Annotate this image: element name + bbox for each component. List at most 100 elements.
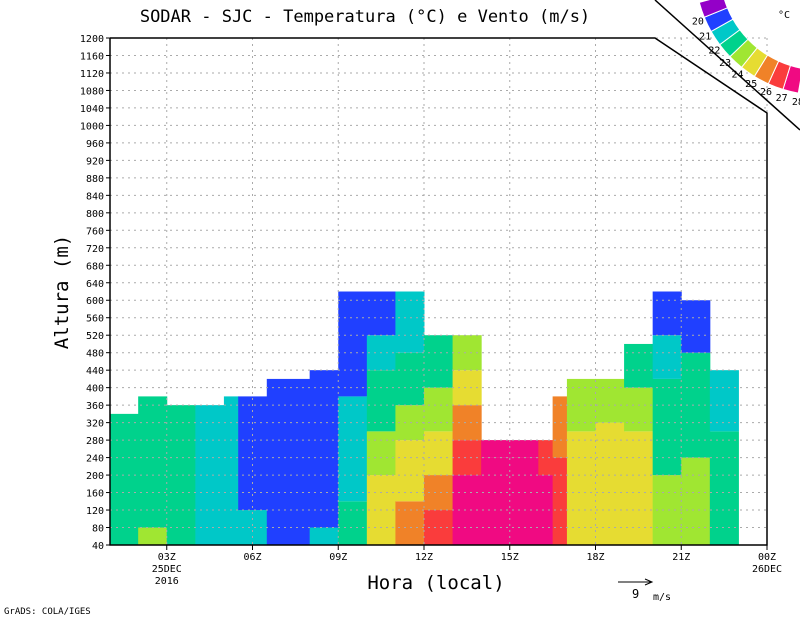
temperature-cell bbox=[624, 343, 654, 388]
x-tick-sublabel: 25DEC bbox=[152, 564, 182, 575]
x-tick-label: 12Z bbox=[415, 552, 433, 563]
y-tick-label: 760 bbox=[86, 226, 104, 237]
temperature-cell bbox=[538, 440, 554, 476]
plot-frame bbox=[109, 37, 768, 546]
y-tick-label: 200 bbox=[86, 471, 104, 482]
y-tick-label: 80 bbox=[92, 524, 104, 535]
temperature-cell bbox=[395, 291, 425, 353]
temperature-cell bbox=[109, 413, 139, 545]
colorbar-label: 26 bbox=[760, 87, 772, 98]
temperature-cell bbox=[309, 370, 339, 528]
temperature-cell bbox=[595, 378, 625, 423]
temperature-cell bbox=[195, 405, 225, 545]
temperature-cell bbox=[395, 440, 425, 502]
y-tick-label: 480 bbox=[86, 349, 104, 360]
colorbar-label: 23 bbox=[719, 58, 731, 69]
temperature-cell bbox=[138, 396, 168, 528]
temperature-cell bbox=[424, 335, 454, 388]
temperature-cell bbox=[338, 291, 368, 397]
vector-legend: 9 m/s bbox=[618, 578, 671, 603]
y-tick-label: 800 bbox=[86, 209, 104, 220]
colorbar-unit: °C bbox=[778, 10, 790, 21]
footer-credit: GrADS: COLA/IGES bbox=[4, 607, 91, 617]
temperature-cell bbox=[481, 440, 539, 458]
y-tick-label: 960 bbox=[86, 139, 104, 150]
chart-title: SODAR - SJC - Temperatura (°C) e Vento (… bbox=[140, 7, 590, 27]
y-tick-label: 1000 bbox=[80, 121, 104, 132]
temperature-cell bbox=[266, 378, 311, 545]
y-tick-label: 320 bbox=[86, 419, 104, 430]
colorbar-label: 22 bbox=[708, 45, 720, 56]
y-tick-label: 840 bbox=[86, 191, 104, 202]
temperature-cell bbox=[424, 431, 454, 476]
y-tick-label: 640 bbox=[86, 279, 104, 290]
temperature-cell bbox=[681, 457, 711, 545]
colorbar-label: 20 bbox=[692, 16, 704, 27]
y-tick-label: 280 bbox=[86, 436, 104, 447]
temperature-cell bbox=[552, 396, 568, 458]
y-tick-label: 120 bbox=[86, 506, 104, 517]
temperature-cell bbox=[595, 422, 625, 545]
y-tick-label: 560 bbox=[86, 314, 104, 325]
y-tick-label: 440 bbox=[86, 366, 104, 377]
y-tick-label: 400 bbox=[86, 384, 104, 395]
y-tick-label: 920 bbox=[86, 156, 104, 167]
colorbar-label: 24 bbox=[732, 70, 744, 81]
colorbar-label: 27 bbox=[776, 93, 788, 104]
y-tick-label: 160 bbox=[86, 489, 104, 500]
y-tick-label: 680 bbox=[86, 261, 104, 272]
temperature-cell bbox=[366, 370, 396, 432]
temperature-cell bbox=[395, 405, 425, 441]
temperature-cell bbox=[652, 335, 682, 379]
y-tick-label: 1040 bbox=[80, 104, 104, 115]
temperature-cell bbox=[338, 501, 368, 545]
colorbar-divider bbox=[654, 0, 800, 131]
colorbar-segment bbox=[698, 0, 729, 18]
y-tick-label: 40 bbox=[92, 541, 104, 552]
y-tick-label: 1080 bbox=[80, 86, 104, 97]
y-axis-label: Altura (m) bbox=[51, 235, 73, 349]
temperature-cell bbox=[366, 431, 396, 476]
y-tick-label: 240 bbox=[86, 454, 104, 465]
temperature-cell bbox=[681, 300, 711, 353]
y-tick-label: 1200 bbox=[80, 34, 104, 45]
temperature-cell bbox=[652, 291, 682, 336]
colorbar-label: 25 bbox=[745, 79, 757, 90]
temperature-cell bbox=[652, 378, 682, 476]
temperature-cell bbox=[552, 457, 568, 545]
y-tick-label: 880 bbox=[86, 174, 104, 185]
temperature-cell bbox=[624, 387, 654, 432]
y-tick-label: 520 bbox=[86, 331, 104, 342]
temperature-cell bbox=[395, 501, 425, 545]
x-tick-label: 18Z bbox=[586, 552, 604, 563]
x-tick-label: 00Z bbox=[758, 552, 776, 563]
temperature-cell bbox=[538, 475, 554, 545]
colorbar-label: 21 bbox=[699, 31, 711, 42]
temperature-cell bbox=[138, 527, 168, 545]
temperature-cell bbox=[709, 431, 739, 545]
temperature-cell bbox=[223, 396, 239, 545]
y-tick-label: 360 bbox=[86, 401, 104, 412]
temperature-cell bbox=[395, 352, 425, 406]
x-tick-sublabel: 26DEC bbox=[752, 564, 782, 575]
x-tick-sublabel: 2016 bbox=[155, 576, 179, 587]
temperature-cell bbox=[709, 370, 739, 432]
y-tick-label: 1120 bbox=[80, 69, 104, 80]
x-axis-label: Hora (local) bbox=[367, 572, 504, 594]
temperature-cell bbox=[309, 527, 339, 545]
colorbar-label: 28 bbox=[792, 97, 800, 108]
x-tick-label: 06Z bbox=[243, 552, 261, 563]
temperature-cell bbox=[424, 387, 454, 432]
axes: 40 80 120 160 200 240 280 320 360 400 440 480 520 560… bbox=[80, 0, 800, 587]
vector-legend-unit: m/s bbox=[653, 592, 671, 603]
x-tick-label: 03Z bbox=[158, 552, 176, 563]
x-tick-label: 09Z bbox=[329, 552, 347, 563]
temperature-cell bbox=[366, 291, 396, 336]
y-tick-label: 1160 bbox=[80, 51, 104, 62]
x-tick-label: 21Z bbox=[672, 552, 690, 563]
temperature-cell bbox=[566, 431, 596, 545]
temperature-cell bbox=[624, 431, 654, 545]
